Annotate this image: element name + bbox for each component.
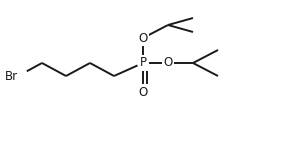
Text: Br: Br [5, 69, 18, 83]
Text: O: O [138, 31, 148, 45]
Text: O: O [138, 85, 148, 98]
Text: O: O [163, 57, 173, 69]
Text: P: P [140, 57, 147, 69]
